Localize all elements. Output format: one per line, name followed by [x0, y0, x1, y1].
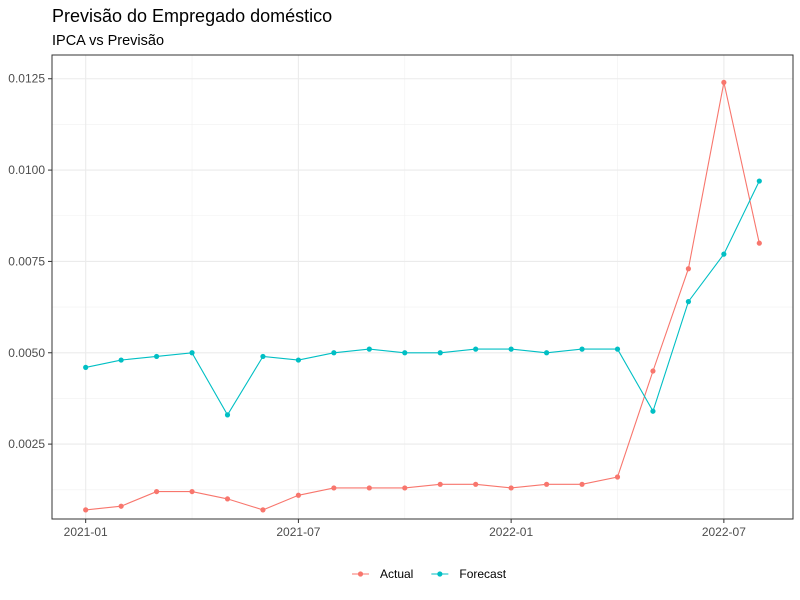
legend-label: Actual: [380, 567, 413, 581]
data-point-actual: [260, 507, 266, 513]
data-point-actual: [721, 79, 727, 86]
data-point-forecast: [685, 299, 692, 305]
data-point-actual: [437, 481, 443, 487]
data-point-actual: [473, 481, 479, 487]
data-point-forecast: [402, 350, 408, 356]
x-tick-label: 2022-01: [489, 525, 533, 539]
data-point-actual: [295, 492, 302, 498]
y-tick-label: 0.0075: [8, 254, 45, 268]
data-point-actual: [331, 485, 337, 491]
series-forecast: [83, 178, 762, 418]
data-point-forecast: [224, 412, 231, 418]
data-point-forecast: [118, 357, 124, 363]
data-point-actual: [224, 496, 231, 502]
x-tick-label: 2022-07: [702, 525, 746, 539]
data-point-forecast: [614, 346, 621, 352]
data-point-forecast: [579, 346, 585, 352]
data-point-actual: [756, 240, 762, 246]
data-point-forecast: [721, 251, 727, 257]
data-point-forecast: [331, 350, 337, 356]
data-point-forecast: [756, 178, 762, 184]
data-point-forecast: [473, 346, 479, 352]
data-point-forecast: [260, 353, 266, 360]
data-point-forecast: [189, 350, 195, 356]
data-point-actual: [153, 488, 160, 495]
data-point-forecast: [83, 364, 89, 370]
legend-label: Forecast: [459, 567, 506, 581]
series-layer: [83, 79, 762, 513]
y-tick-label: 0.0125: [8, 72, 45, 86]
y-tick-label: 0.0100: [8, 163, 45, 177]
legend-item-actual: Actual: [352, 567, 413, 581]
data-point-forecast: [543, 350, 550, 356]
chart-subtitle: IPCA vs Previsão: [52, 33, 165, 49]
data-point-actual: [118, 503, 124, 509]
data-point-forecast: [650, 408, 656, 414]
chart-title: Previsão do Empregado doméstico: [52, 6, 333, 26]
data-point-actual: [508, 485, 514, 491]
data-point-actual: [402, 485, 408, 491]
data-point-forecast: [153, 353, 160, 360]
data-point-actual: [543, 481, 550, 487]
grid-minor: [52, 55, 793, 519]
legend-key-point: [437, 571, 443, 577]
series-actual: [83, 79, 762, 513]
data-point-actual: [83, 507, 89, 513]
data-point-forecast: [366, 346, 372, 352]
legend-item-forecast: Forecast: [431, 567, 507, 581]
panel-border: [51, 54, 794, 520]
y-tick-label: 0.0025: [8, 437, 45, 451]
data-point-actual: [650, 368, 656, 374]
data-point-forecast: [295, 357, 302, 363]
data-point-actual: [685, 266, 692, 272]
y-tick-label: 0.0050: [8, 346, 45, 360]
data-point-forecast: [437, 350, 443, 356]
data-point-actual: [579, 481, 585, 487]
x-tick-label: 2021-07: [276, 525, 320, 539]
legend-key-point: [357, 571, 364, 577]
data-point-actual: [366, 485, 372, 491]
data-point-actual: [614, 474, 621, 480]
axis-ticks: 0.0025 0.0050 0.0075 0.0100 0.0125 2021-01 202…: [8, 72, 746, 539]
series-line-actual: [85, 82, 760, 511]
data-point-actual: [189, 488, 195, 495]
data-point-forecast: [508, 346, 514, 352]
series-line-forecast: [85, 180, 760, 416]
legend: Actual Forecast: [352, 567, 507, 581]
x-tick-label: 2021-01: [64, 525, 108, 539]
